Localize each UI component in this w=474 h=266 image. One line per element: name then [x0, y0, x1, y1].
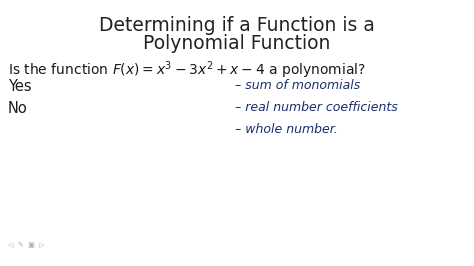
Text: Determining if a Function is a: Determining if a Function is a	[99, 16, 375, 35]
Text: Yes: Yes	[8, 79, 32, 94]
Text: – whole number.: – whole number.	[235, 123, 338, 136]
Text: No: No	[8, 101, 28, 116]
Text: Polynomial Function: Polynomial Function	[143, 34, 331, 53]
Text: – real number coefficients: – real number coefficients	[235, 101, 398, 114]
Text: – sum of monomials: – sum of monomials	[235, 79, 360, 92]
Text: Is the function $F(x) = x^3 - 3x^2 + x - 4$ a polynomial?: Is the function $F(x) = x^3 - 3x^2 + x -…	[8, 59, 366, 81]
Text: ◁  ✎  ▣  ▷: ◁ ✎ ▣ ▷	[8, 242, 45, 248]
